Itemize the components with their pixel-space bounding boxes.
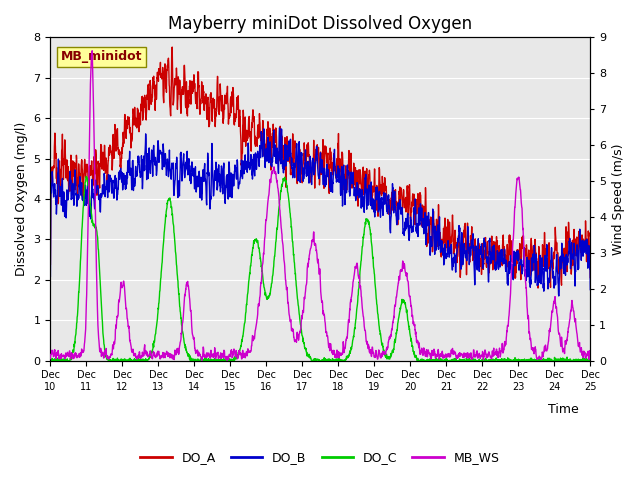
Title: Mayberry miniDot Dissolved Oxygen: Mayberry miniDot Dissolved Oxygen xyxy=(168,15,472,33)
Y-axis label: Dissolved Oxygen (mg/l): Dissolved Oxygen (mg/l) xyxy=(15,122,28,276)
Text: MB_minidot: MB_minidot xyxy=(61,50,143,63)
Y-axis label: Wind Speed (m/s): Wind Speed (m/s) xyxy=(612,144,625,255)
X-axis label: Time: Time xyxy=(548,403,579,416)
Legend: DO_A, DO_B, DO_C, MB_WS: DO_A, DO_B, DO_C, MB_WS xyxy=(136,446,504,469)
